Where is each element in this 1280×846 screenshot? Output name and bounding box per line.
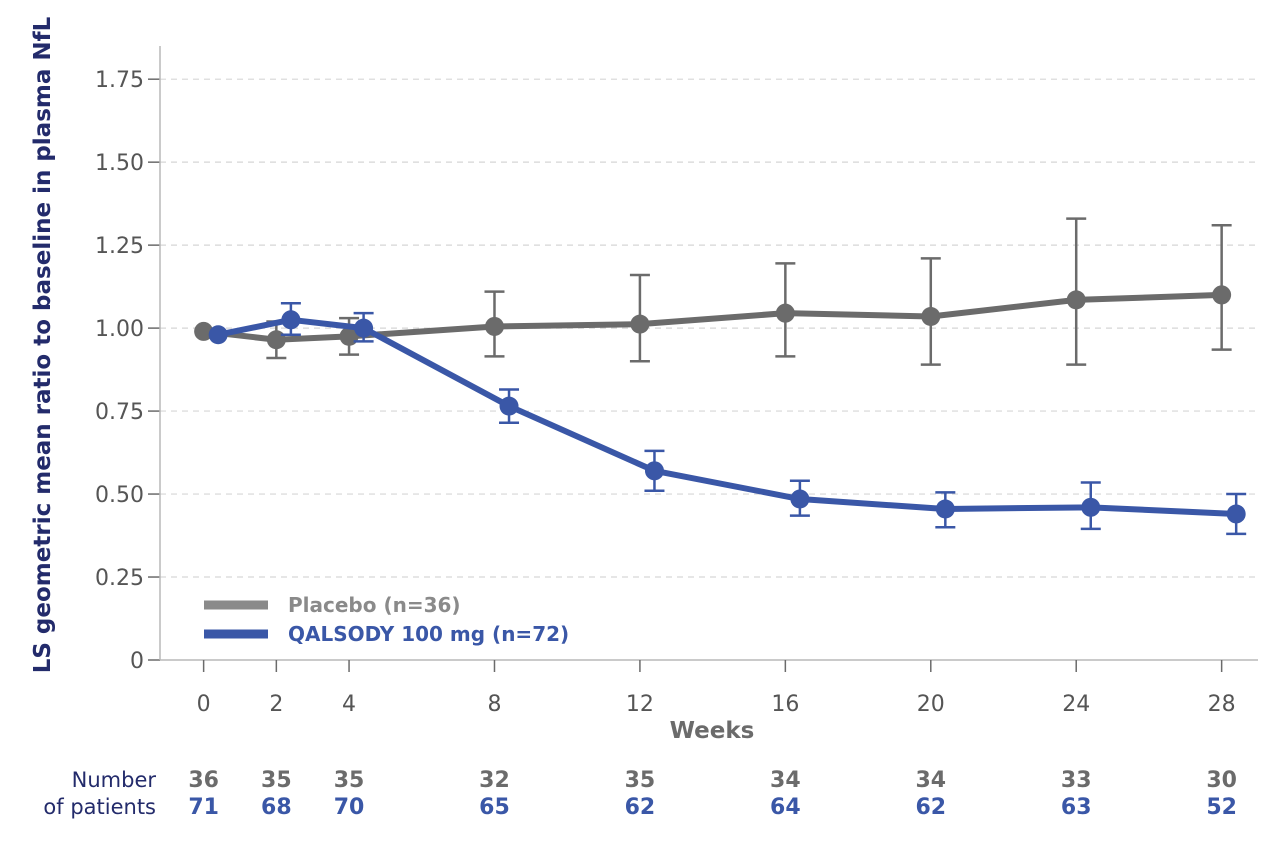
patients-placebo-count: 35 (625, 768, 656, 793)
axes (148, 46, 1258, 672)
number-of-patients-table: Number of patients 367135683570326535623… (43, 768, 1237, 820)
x-tick-label: 28 (1208, 692, 1236, 717)
legend-label: Placebo (n=36) (288, 593, 461, 617)
patients-qalsody-count: 52 (1206, 795, 1237, 820)
y-tick-label: 1.75 (95, 68, 144, 93)
y-tick-label: 0.50 (95, 483, 144, 508)
data-point (354, 318, 374, 338)
patients-qalsody-count: 71 (188, 795, 219, 820)
data-point (630, 314, 650, 334)
patients-qalsody-count: 64 (770, 795, 801, 820)
x-tick-label: 12 (626, 692, 654, 717)
patients-placebo-count: 34 (770, 768, 801, 793)
x-tick-label: 2 (269, 692, 283, 717)
data-point (266, 330, 286, 350)
data-point (1212, 285, 1232, 305)
y-tick-label: 0.25 (95, 566, 144, 591)
y-tick-labels: 0 0.25 0.50 0.75 1.00 1.25 1.50 1.75 (95, 68, 144, 674)
data-point (1226, 504, 1246, 524)
x-tick-label: 24 (1062, 692, 1090, 717)
patients-placebo-count: 34 (915, 768, 946, 793)
data-point (1081, 497, 1101, 517)
y-tick-label: 1.50 (95, 151, 144, 176)
x-axis-title: Weeks (670, 718, 755, 744)
legend-label: QALSODY 100 mg (n=72) (288, 622, 569, 646)
x-tick-label: 20 (917, 692, 945, 717)
data-point (935, 499, 955, 519)
data-point (281, 310, 301, 330)
patients-placebo-count: 35 (334, 768, 365, 793)
patients-placebo-count: 32 (479, 768, 510, 793)
x-tick-label: 16 (771, 692, 799, 717)
patients-qalsody-count: 65 (479, 795, 510, 820)
series-layer (194, 217, 1247, 536)
patients-placebo-count: 35 (261, 768, 292, 793)
y-tick-label: 1.00 (95, 317, 144, 342)
data-point (644, 461, 664, 481)
x-tick-label: 8 (487, 692, 501, 717)
y-tick-label: 1.25 (95, 234, 144, 259)
data-point (499, 396, 519, 416)
data-point (790, 489, 810, 509)
x-tick-label: 0 (197, 692, 211, 717)
data-point (484, 316, 504, 336)
patients-qalsody-count: 63 (1061, 795, 1092, 820)
y-tick-label: 0 (130, 649, 144, 674)
x-tick-label: 4 (342, 692, 356, 717)
data-point (208, 325, 228, 345)
data-point (194, 321, 214, 341)
patients-label-line2: of patients (43, 795, 156, 819)
patients-placebo-count: 36 (188, 768, 219, 793)
x-tick-labels: 0 2 4 8 12 16 20 24 28 (197, 692, 1236, 717)
series-line (217, 316, 1237, 517)
patients-qalsody-count: 70 (334, 795, 365, 820)
data-point (1066, 290, 1086, 310)
patients-qalsody-count: 62 (625, 795, 656, 820)
patients-qalsody-count: 68 (261, 795, 292, 820)
data-point (775, 303, 795, 323)
data-point (921, 306, 941, 326)
series-qalsody (208, 301, 1247, 536)
series-placebo (194, 217, 1232, 366)
patients-placebo-count: 30 (1206, 768, 1237, 793)
patients-label-line1: Number (72, 768, 157, 792)
patients-qalsody-count: 62 (915, 795, 946, 820)
y-tick-label: 0.75 (95, 400, 144, 425)
legend: Placebo (n=36) QALSODY 100 mg (n=72) (204, 593, 569, 646)
patients-placebo-count: 33 (1061, 768, 1092, 793)
y-axis-title: LS geometric mean ratio to baseline in p… (30, 16, 56, 673)
